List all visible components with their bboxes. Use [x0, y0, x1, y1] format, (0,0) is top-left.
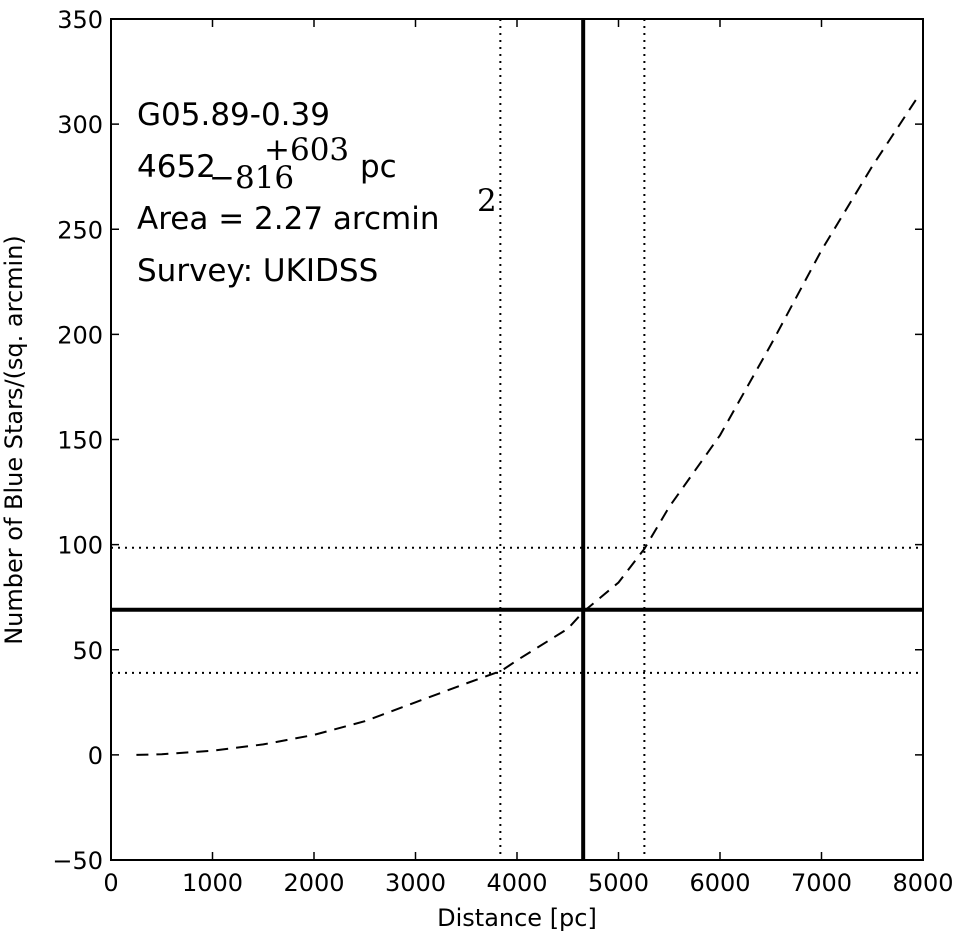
y-tick-label: 100 — [57, 532, 103, 560]
axis-ticks: 0 1000 2000 3000 4000 5000 6000 7000 8000−500501… — [52, 6, 953, 897]
source-name: G05.89-0.39 — [137, 97, 330, 133]
distance-minus-error: −816 — [209, 160, 294, 196]
y-tick-label: −50 — [52, 847, 103, 875]
survey-text: Survey: UKIDSS — [137, 253, 378, 289]
y-tick-label: 200 — [57, 321, 103, 349]
distance-value: 4652 — [137, 149, 216, 185]
x-axis-title: Distance [pc] — [437, 904, 597, 932]
x-tick-label: 7000 — [791, 869, 852, 897]
annotation-block: G05.89-0.39 4652 −816 +603 pc Area = 2.2… — [137, 97, 497, 289]
x-tick-label: 1000 — [182, 869, 243, 897]
reference-lines — [111, 19, 923, 860]
series-curve — [136, 96, 919, 756]
x-tick-label: 0 — [103, 869, 118, 897]
x-tick-label: 3000 — [385, 869, 446, 897]
y-tick-label: 50 — [72, 637, 103, 665]
x-tick-label: 2000 — [283, 869, 344, 897]
distance-plus-error: +603 — [264, 132, 349, 168]
plot-frame — [110, 18, 924, 861]
area-text: Area = 2.27 arcmin — [137, 201, 439, 237]
y-tick-label: 0 — [88, 742, 103, 770]
x-tick-label: 6000 — [689, 869, 750, 897]
x-tick-label: 8000 — [892, 869, 953, 897]
y-tick-label: 250 — [57, 216, 103, 244]
y-axis-title: Number of Blue Stars/(sq. arcmin) — [0, 235, 28, 645]
y-tick-label: 150 — [57, 427, 103, 455]
distance-unit: pc — [360, 149, 397, 185]
area-exponent: 2 — [477, 183, 497, 219]
x-tick-label: 5000 — [588, 869, 649, 897]
y-tick-label: 350 — [57, 6, 103, 34]
y-tick-label: 300 — [57, 111, 103, 139]
x-tick-label: 4000 — [486, 869, 547, 897]
